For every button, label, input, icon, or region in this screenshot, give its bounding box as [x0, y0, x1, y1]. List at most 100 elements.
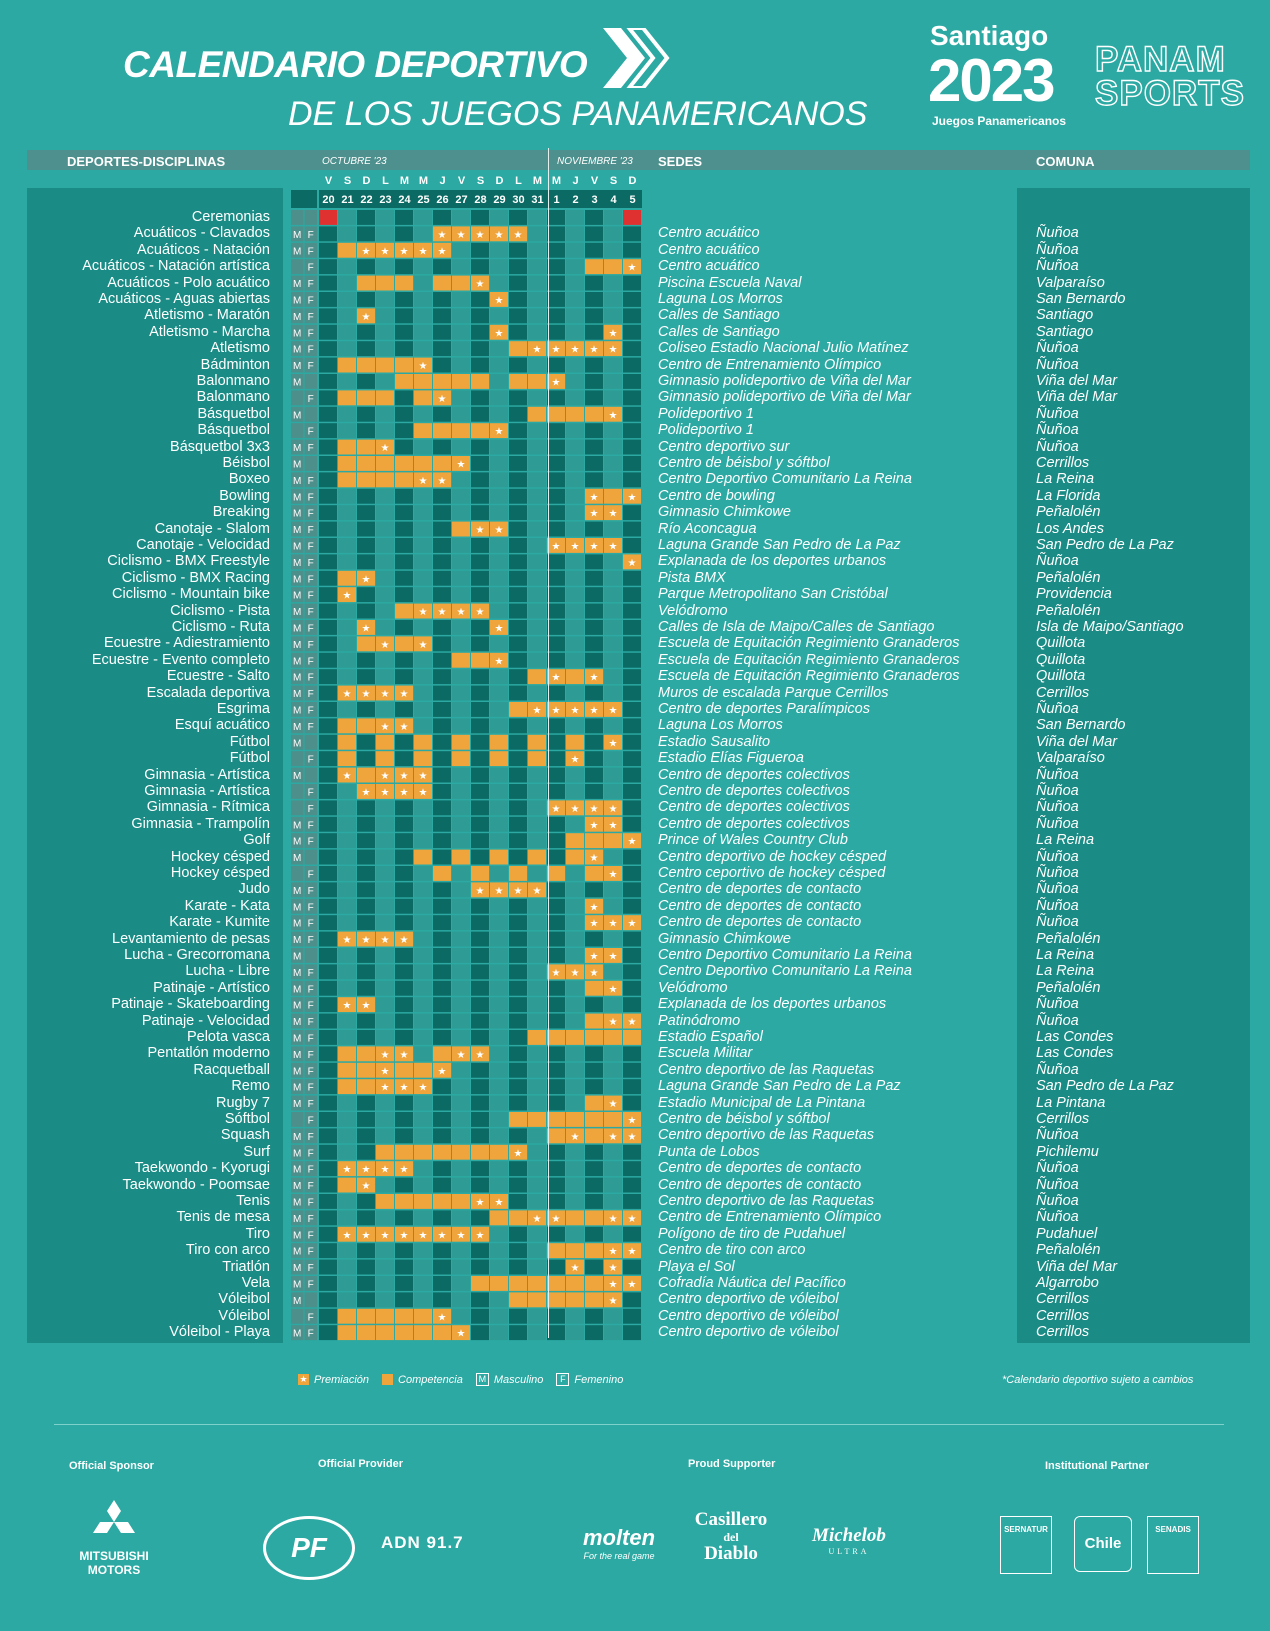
competition-cell	[452, 275, 470, 291]
gender-cell	[304, 1308, 317, 1324]
award-star-icon: ★	[362, 624, 371, 635]
day-cell	[623, 1292, 641, 1308]
day-cell	[547, 915, 565, 931]
day-cell	[357, 849, 375, 865]
day-cell	[490, 915, 508, 931]
day-cell	[376, 669, 394, 685]
day-cell	[528, 1259, 546, 1275]
gender-code-m: M	[293, 1034, 301, 1045]
gender-cell	[291, 259, 304, 275]
day-cell	[338, 652, 356, 668]
gender-cell	[304, 1030, 317, 1045]
day-cell	[623, 1194, 641, 1209]
day-cell	[452, 259, 470, 275]
award-star-icon: ★	[552, 968, 561, 979]
day-cell	[604, 1177, 622, 1193]
venue-name: Centro acuático	[658, 258, 760, 275]
award-cell	[604, 341, 622, 357]
gender-code-m: M	[293, 246, 301, 257]
award-star-icon: ★	[552, 378, 561, 389]
gender-code-f: F	[308, 1017, 314, 1028]
day-cell	[319, 685, 337, 701]
gender-cell	[291, 341, 304, 357]
day-cell	[414, 931, 432, 947]
day-cell	[452, 948, 470, 963]
day-cell	[433, 324, 451, 340]
day-cell	[566, 472, 584, 488]
day-cell	[414, 226, 432, 242]
day-cell	[547, 1046, 565, 1062]
day-cell	[319, 1276, 337, 1291]
gender-cell	[304, 390, 317, 406]
award-star-icon: ★	[476, 230, 485, 241]
day-cell	[471, 620, 489, 635]
award-star-icon: ★	[438, 1230, 447, 1241]
day-cell	[623, 636, 641, 652]
competition-cell	[414, 1144, 432, 1160]
day-cell	[452, 1128, 470, 1144]
day-cell	[623, 308, 641, 324]
gender-cell	[304, 226, 317, 242]
day-cell	[452, 964, 470, 980]
venue-name: Estadio Municipal de La Pintana	[658, 1094, 866, 1111]
venue-name: Laguna Los Morros	[658, 291, 783, 307]
gender-code-m: M	[293, 1247, 301, 1258]
day-cell	[604, 685, 622, 701]
award-star-icon: ★	[590, 952, 599, 963]
day-cell	[376, 587, 394, 603]
gender-cell	[304, 1161, 317, 1177]
day-cell	[623, 767, 641, 783]
competition-cell	[452, 1194, 470, 1209]
day-cell	[319, 1243, 337, 1259]
pf-logo: PF	[263, 1516, 355, 1580]
gender-cell	[291, 931, 304, 947]
award-cell	[490, 226, 508, 242]
gender-cell	[304, 1243, 317, 1259]
award-star-icon: ★	[381, 246, 390, 257]
gender-cell	[291, 669, 304, 685]
title-line-2: DE LOS JUEGOS PANAMERICANOS	[288, 95, 868, 133]
award-cell	[604, 866, 622, 881]
venue-name: Centro ceportivo de hockey césped	[658, 865, 886, 881]
day-cell	[566, 275, 584, 291]
day-cell	[414, 570, 432, 586]
day-cell	[433, 1243, 451, 1259]
award-cell	[604, 702, 622, 717]
weekday-label: M	[400, 175, 409, 187]
award-cell	[585, 915, 603, 931]
competition-cell	[528, 1030, 546, 1045]
mitsubishi-line-1: MITSUBISHI	[79, 1549, 149, 1563]
day-cell	[528, 587, 546, 603]
day-cell	[604, 456, 622, 471]
day-cell	[490, 980, 508, 996]
day-cell	[433, 931, 451, 947]
day-cell	[357, 226, 375, 242]
day-cell	[376, 866, 394, 881]
competition-cell	[566, 669, 584, 685]
day-cell	[528, 915, 546, 931]
competition-cell	[433, 374, 451, 389]
day-cell	[376, 521, 394, 537]
gender-code-f: F	[308, 804, 314, 815]
award-cell	[471, 882, 489, 898]
day-cell	[566, 488, 584, 504]
award-cell	[623, 1112, 641, 1127]
award-cell	[547, 374, 565, 389]
panam-line-2: SPORTS	[1094, 74, 1245, 113]
award-star-icon: ★	[552, 673, 561, 684]
award-cell	[623, 915, 641, 931]
day-cell	[338, 833, 356, 849]
day-cell	[376, 1013, 394, 1029]
gender-cell	[291, 488, 304, 504]
day-cell	[490, 1308, 508, 1324]
day-cell	[471, 1259, 489, 1275]
day-cell	[452, 1308, 470, 1324]
award-cell	[376, 767, 394, 783]
award-star-icon: ★	[381, 1165, 390, 1176]
day-cell	[471, 341, 489, 357]
day-cell	[395, 980, 413, 996]
day-cell	[490, 1112, 508, 1127]
gender-cell	[291, 242, 304, 258]
day-cell	[471, 997, 489, 1013]
venue-name: Centro de deportes colectivos	[658, 783, 850, 799]
